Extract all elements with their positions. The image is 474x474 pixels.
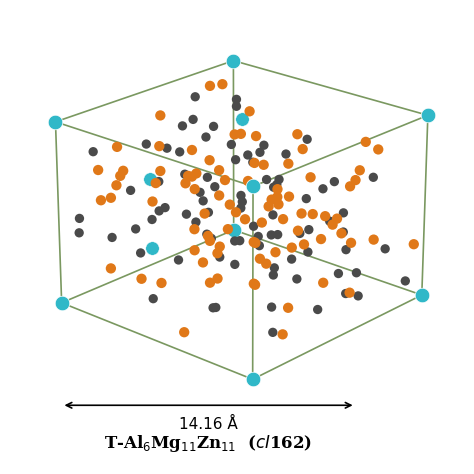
Text: T-Al$_6$Mg$_{11}$Zn$_{11}$  ($c\mathit{I}$162): T-Al$_6$Mg$_{11}$Zn$_{11}$ ($c\mathit{I}… <box>104 433 313 454</box>
Text: 14.16 Å: 14.16 Å <box>179 417 238 432</box>
